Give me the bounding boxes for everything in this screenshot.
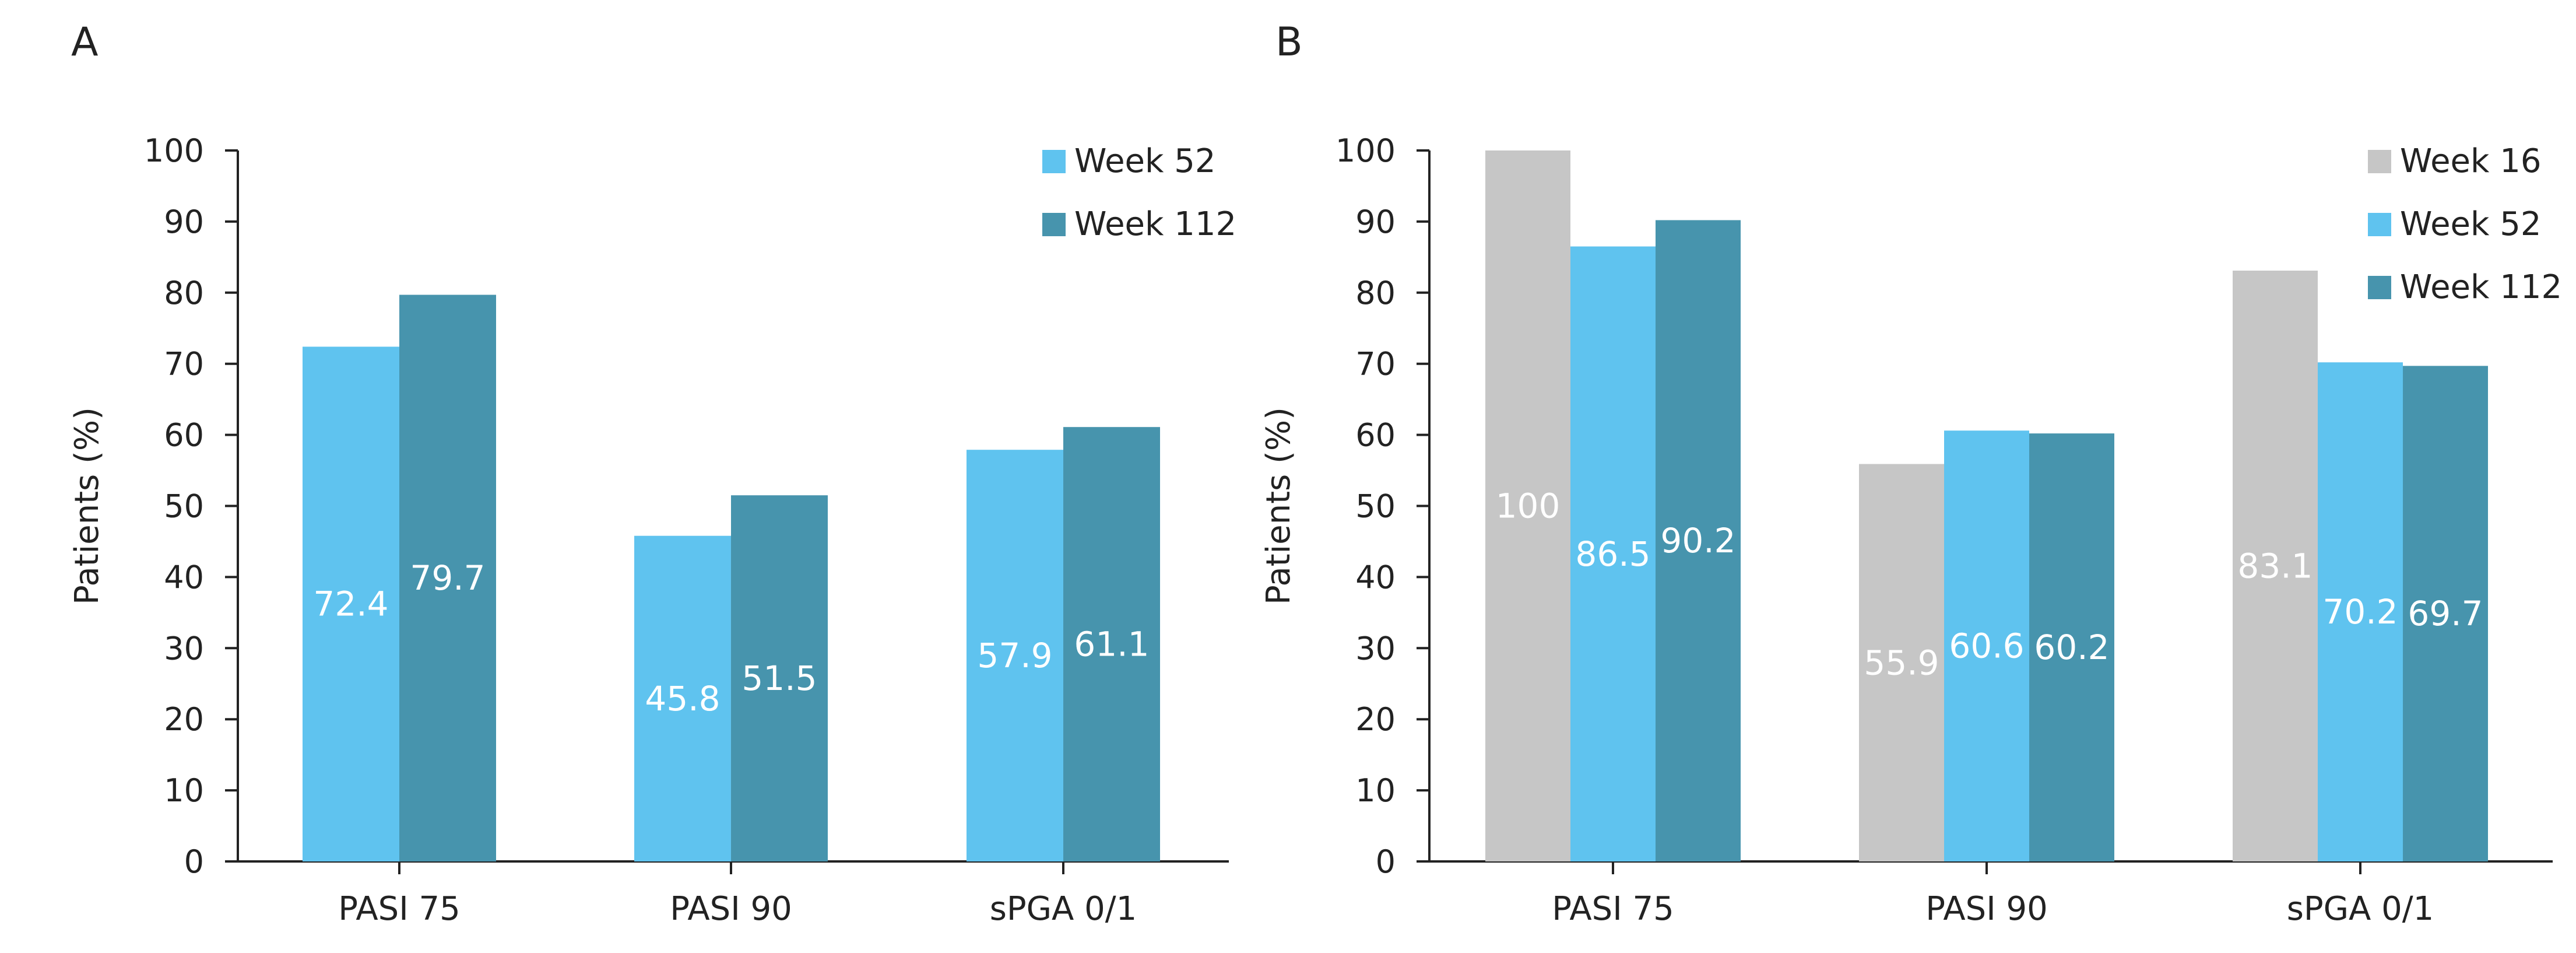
bar-value-label: 60.6 xyxy=(1949,626,2024,666)
bar-value-label: 90.2 xyxy=(1660,521,1735,560)
bar-value-label: 61.1 xyxy=(1074,625,1149,664)
chart-panel-b: B 0 10 20 30 40 50 60 70 80 90 100 Patients (%) PASI … xyxy=(1260,19,2562,928)
y-tick-label: 10 xyxy=(1355,772,1396,809)
y-tick-label: 20 xyxy=(1355,701,1396,738)
bar-week-112-spga-0-1 xyxy=(2403,366,2488,861)
bar-value-label: 83.1 xyxy=(2237,546,2313,586)
y-tick-label: 100 xyxy=(144,132,204,169)
y-tick-label: 60 xyxy=(1355,417,1396,454)
bar-value-label: 45.8 xyxy=(645,679,720,719)
y-tick-label: 50 xyxy=(1355,488,1396,525)
x-tick-label: PASI 90 xyxy=(670,890,792,928)
x-tick-label: sPGA 0/1 xyxy=(990,890,1137,928)
legend-label: Week 52 xyxy=(1074,142,1215,180)
x-tick-label: PASI 75 xyxy=(338,890,461,928)
x-tick-label: sPGA 0/1 xyxy=(2287,890,2434,928)
y-tick-label: 70 xyxy=(1355,346,1396,383)
bar-week-16-pasi-75 xyxy=(1485,150,1570,861)
y-tick-label: 40 xyxy=(1355,559,1396,595)
y-tick-label: 40 xyxy=(164,559,204,595)
bar-value-label: 79.7 xyxy=(410,558,485,598)
bar-value-label: 57.9 xyxy=(977,636,1052,675)
y-axis-label: Patients (%) xyxy=(1260,407,1298,605)
y-tick-label: 30 xyxy=(1355,630,1396,667)
y-tick-label: 10 xyxy=(164,772,204,809)
bar-week-112-pasi-90 xyxy=(731,495,828,861)
y-tick-label: 0 xyxy=(1376,843,1396,880)
legend-swatch xyxy=(2368,213,2391,236)
legend-label: Week 112 xyxy=(2400,268,2562,306)
bar-week-52-pasi-90 xyxy=(1944,430,2029,861)
x-tick-label: PASI 75 xyxy=(1552,890,1674,928)
legend-swatch xyxy=(2368,276,2391,299)
bar-value-label: 51.5 xyxy=(741,658,817,698)
bar-week-52-pasi-75 xyxy=(303,346,399,861)
bar-value-label: 72.4 xyxy=(313,584,388,624)
legend-swatch xyxy=(2368,150,2391,173)
bar-value-label: 70.2 xyxy=(2322,592,2398,632)
bar-week-52-pasi-90 xyxy=(634,535,731,861)
y-tick-label: 100 xyxy=(1336,132,1396,169)
y-tick-label: 50 xyxy=(164,488,204,525)
y-tick-label: 0 xyxy=(184,843,204,880)
y-axis-label: Patients (%) xyxy=(68,407,106,605)
bar-value-label: 100 xyxy=(1496,486,1561,526)
bar-week-112-pasi-90 xyxy=(2029,433,2114,861)
legend-label: Week 112 xyxy=(1074,205,1236,243)
y-tick-label: 60 xyxy=(164,417,204,454)
bar-week-112-pasi-75 xyxy=(399,295,496,861)
bar-week-16-spga-0-1 xyxy=(2233,271,2318,861)
bar-week-16-pasi-90 xyxy=(1859,464,1944,861)
legend-swatch xyxy=(1042,150,1066,173)
y-tick-label: 80 xyxy=(1355,275,1396,311)
bar-week-112-spga-0-1 xyxy=(1063,427,1160,861)
y-tick-label: 70 xyxy=(164,346,204,383)
y-tick-label: 80 xyxy=(164,275,204,311)
bar-week-112-pasi-75 xyxy=(1656,220,1741,861)
y-tick-label: 30 xyxy=(164,630,204,667)
legend-label: Week 16 xyxy=(2400,142,2541,180)
bar-value-label: 60.2 xyxy=(2034,628,2109,667)
bar-value-label: 86.5 xyxy=(1575,534,1650,574)
bar-week-52-pasi-75 xyxy=(1570,246,1656,862)
y-tick-label: 90 xyxy=(164,204,204,240)
panel-label: A xyxy=(71,19,99,65)
chart-panel-a: A 0 10 20 30 40 50 60 70 80 90 100 Patients (%) PASI … xyxy=(68,19,1236,928)
bar-week-52-spga-0-1 xyxy=(2318,362,2403,861)
legend-swatch xyxy=(1042,213,1066,236)
x-tick-label: PASI 90 xyxy=(1925,890,2048,928)
bar-value-label: 55.9 xyxy=(1864,643,1939,682)
bar-week-52-spga-0-1 xyxy=(967,450,1063,861)
y-tick-label: 20 xyxy=(164,701,204,738)
panel-label: B xyxy=(1275,19,1303,65)
legend-label: Week 52 xyxy=(2400,205,2541,243)
bar-value-label: 69.7 xyxy=(2408,594,2483,633)
y-tick-label: 90 xyxy=(1355,204,1396,240)
